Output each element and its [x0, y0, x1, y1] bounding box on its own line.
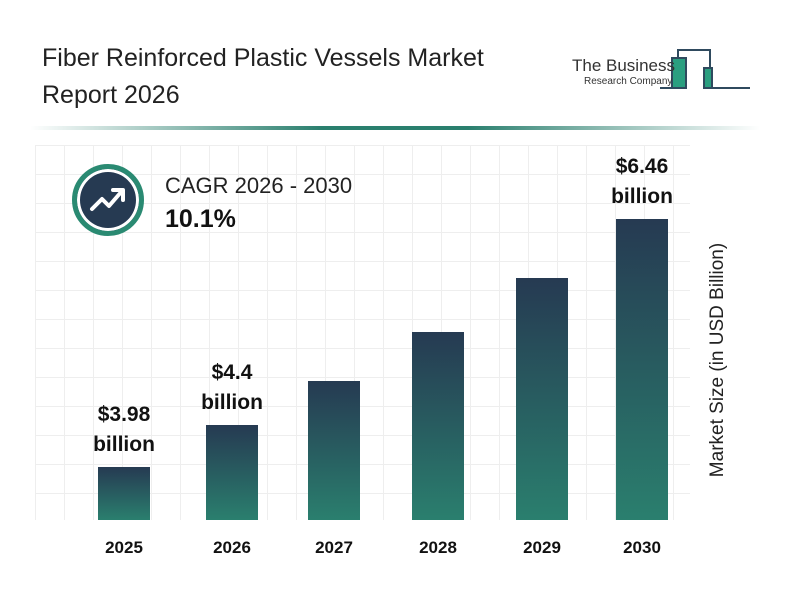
bar-2026: [206, 425, 258, 520]
x-tick-label: 2030: [623, 538, 661, 557]
data-label: $6.46: [616, 155, 669, 178]
logo-text: The Business: [572, 56, 675, 75]
x-tick-label: 2025: [105, 538, 143, 557]
y-axis-label: Market Size (in USD Billion): [707, 242, 728, 478]
cagr-value: 10.1%: [165, 205, 236, 233]
bar-2027: [308, 381, 360, 520]
divider: [30, 126, 760, 130]
company-logo: The Business Research Company: [570, 36, 755, 96]
x-tick-label: 2027: [315, 538, 353, 557]
data-label-unit: billion: [611, 185, 673, 208]
page-title: Fiber Reinforced Plastic Vessels Market …: [42, 44, 484, 109]
data-label: $4.4: [212, 361, 253, 384]
x-tick-label: 2028: [419, 538, 457, 557]
bar-2025: [98, 467, 150, 520]
data-label-unit: billion: [93, 433, 155, 456]
logo-buildings-icon: [660, 49, 750, 89]
x-tick-label: 2026: [213, 538, 251, 557]
bar-2028: [412, 332, 464, 520]
trending-up-icon: [72, 164, 144, 236]
data-label-unit: billion: [201, 391, 263, 414]
logo-subtext: Research Company: [584, 76, 673, 87]
cagr-label: CAGR 2026 - 2030: [165, 173, 353, 198]
bar-2029: [516, 278, 568, 520]
data-label: $3.98: [98, 403, 151, 426]
bar-2030: [616, 219, 668, 520]
x-tick-label: 2029: [523, 538, 561, 557]
chart-grid: [35, 145, 690, 520]
